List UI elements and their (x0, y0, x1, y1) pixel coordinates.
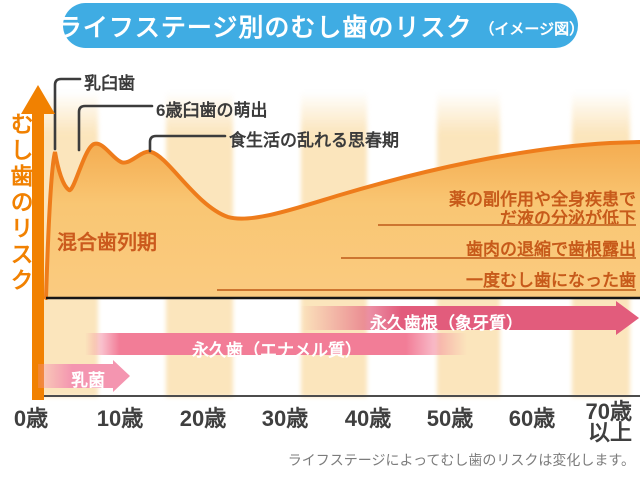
x-axis-label-70-and-over: 70歳 以上 (578, 399, 632, 445)
annotation-saliva-line1: 薬の副作用や全身疾患で (449, 190, 636, 209)
leader-line-baby-molar (53, 77, 82, 151)
annotation-adolescence: 食生活の乱れる思春期 (229, 131, 399, 150)
page-title-note: （イメージ図） (479, 21, 585, 38)
timeline-bar-baby (38, 364, 114, 388)
risk-area (46, 142, 640, 298)
annotation-gum-recession: 歯肉の退縮で歯根露出 (466, 240, 636, 259)
annotation-saliva-line2: だ液の分泌が低下 (500, 209, 636, 228)
timeline-bar-enamel-label: 永久歯（エナメル質） (192, 341, 362, 360)
page-title: ライフステージ別のむし歯のリスク (56, 13, 473, 42)
leader-line-adolescence (148, 134, 227, 153)
annotation-once-decayed: 一度むし歯になった歯 (466, 271, 636, 290)
timeline-bar-baby-arrow-icon (113, 360, 130, 392)
annotation-baby-molar: 乳臼歯 (84, 74, 135, 93)
timeline-bar-enamel (85, 333, 467, 355)
timeline-bar-dentin-arrow-icon (616, 301, 639, 335)
y-axis-arrow-head-icon (21, 85, 55, 114)
timeline-bar-baby-label: 乳菌 (71, 371, 105, 390)
x-axis-label-20: 20歳 (179, 406, 227, 431)
footer-caption: ライフステージによってむし歯のリスクは変化します。 (287, 452, 635, 468)
y-axis-arrow-shaft (32, 108, 44, 400)
title-banner: ライフステージ別のむし歯のリスク （イメージ図） (57, 3, 584, 48)
x-axis-label-10: 10歳 (96, 406, 144, 431)
x-axis-label-70: 70歳 (585, 399, 632, 424)
x-axis-label-0: 0歳 (13, 406, 49, 431)
annotation-mixed-dentition: 混合歯列期 (57, 232, 157, 254)
x-axis-label-30: 30歳 (261, 406, 309, 431)
x-axis-label-40: 40歳 (344, 406, 392, 431)
x-axis-label-over-suffix: 以上 (587, 420, 632, 445)
risk-curve-stroke (44, 140, 640, 300)
underline-gum-recession (341, 257, 636, 259)
timeline-bar-dentin-label: 永久歯根（象牙質） (370, 314, 523, 333)
x-axis-label-60: 60歳 (508, 406, 556, 431)
leader-line-six-year-molar (77, 104, 154, 152)
y-axis-label: むし歯のリスク (7, 112, 33, 294)
annotation-six-year-molar: 6歳臼歯の萌出 (156, 101, 268, 120)
underline-once-decayed (217, 289, 636, 291)
x-axis-label-50: 50歳 (426, 406, 474, 431)
timeline-bar-dentin (300, 306, 617, 330)
underline-saliva (378, 224, 636, 226)
